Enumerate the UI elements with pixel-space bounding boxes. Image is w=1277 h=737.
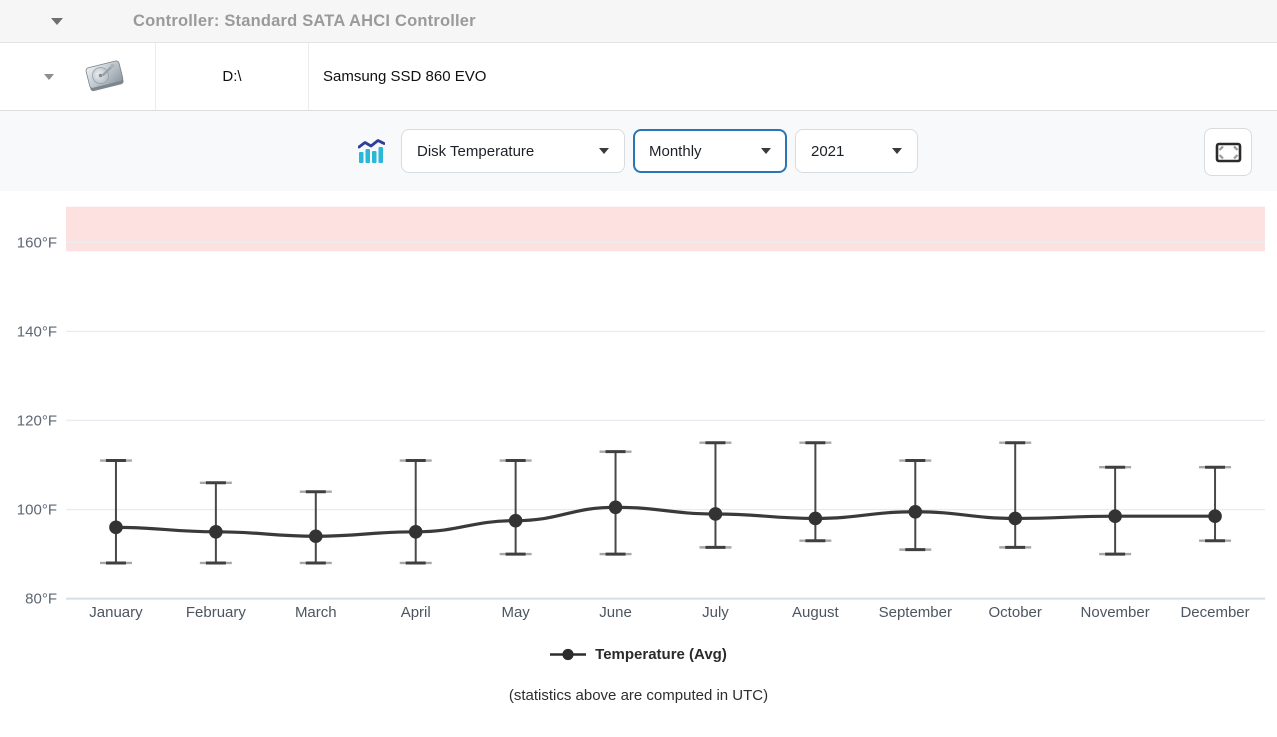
controller-header: Controller: Standard SATA AHCI Controlle…: [0, 0, 1277, 43]
data-point[interactable]: [209, 524, 223, 539]
temperature-chart: 160°F 140°F 120°F 100°F 80°F January February M…: [17, 206, 1265, 621]
metric-select[interactable]: Disk Temperature: [401, 129, 625, 173]
month-label: August: [792, 604, 840, 621]
data-point[interactable]: [808, 511, 823, 526]
month-label: May: [501, 604, 530, 621]
utc-note: (statistics above are computed in UTC): [508, 687, 769, 704]
month-label: September: [879, 604, 952, 621]
chart-toolbar: Disk Temperature Monthly 2021: [0, 111, 1277, 191]
chevron-down-icon: [599, 148, 609, 154]
month-label: March: [295, 604, 337, 621]
chevron-down-icon[interactable]: [51, 17, 63, 25]
month-label: February: [186, 604, 247, 621]
legend-label: Temperature (Avg): [595, 646, 727, 663]
y-tick-label: 100°F: [17, 502, 57, 519]
temperature-line: [114, 505, 1217, 538]
period-select[interactable]: Monthly: [633, 129, 787, 173]
chart-region: 160°F 140°F 120°F 100°F 80°F January February M…: [0, 191, 1277, 704]
legend-item-temperature-avg[interactable]: Temperature (Avg): [0, 646, 1277, 663]
month-label: December: [1180, 604, 1249, 621]
data-point[interactable]: [109, 520, 123, 535]
data-point[interactable]: [1008, 511, 1023, 526]
data-point[interactable]: [408, 524, 423, 539]
year-select[interactable]: 2021: [795, 129, 918, 173]
month-label: July: [702, 604, 729, 621]
data-point[interactable]: [508, 513, 523, 528]
controller-title: Controller: Standard SATA AHCI Controlle…: [133, 11, 476, 30]
fullscreen-icon: [1215, 142, 1241, 162]
disk-expand-cell: [0, 43, 156, 110]
chevron-down-icon: [761, 148, 771, 154]
y-tick-label: 140°F: [17, 323, 57, 340]
month-label: June: [599, 604, 632, 621]
drive-letter: D:\: [156, 43, 309, 110]
hard-disk-icon: [85, 60, 124, 91]
data-point[interactable]: [708, 507, 723, 521]
disk-row: D:\ Samsung SSD 860 EVO: [0, 43, 1277, 111]
fullscreen-button[interactable]: [1204, 128, 1252, 176]
year-select-value: 2021: [811, 142, 845, 160]
y-tick-label: 160°F: [17, 234, 57, 251]
chevron-down-icon[interactable]: [44, 73, 54, 80]
month-label: October: [989, 604, 1042, 621]
stats-chart-icon: [358, 138, 385, 164]
overheat-warning-band: [66, 206, 1265, 252]
data-point[interactable]: [308, 529, 323, 544]
data-point[interactable]: [908, 504, 923, 519]
data-point[interactable]: [1108, 509, 1122, 524]
y-tick-label: 80°F: [25, 591, 57, 608]
month-label: January: [89, 604, 143, 621]
data-point[interactable]: [608, 500, 623, 515]
data-point[interactable]: [1208, 509, 1222, 524]
chevron-down-icon: [892, 148, 902, 154]
metric-select-value: Disk Temperature: [417, 142, 535, 160]
y-tick-label: 120°F: [17, 412, 57, 429]
period-select-value: Monthly: [649, 142, 702, 160]
legend-marker-icon: [550, 648, 587, 661]
disk-model: Samsung SSD 860 EVO: [323, 68, 487, 85]
month-label: November: [1081, 604, 1150, 621]
month-label: April: [401, 604, 431, 621]
